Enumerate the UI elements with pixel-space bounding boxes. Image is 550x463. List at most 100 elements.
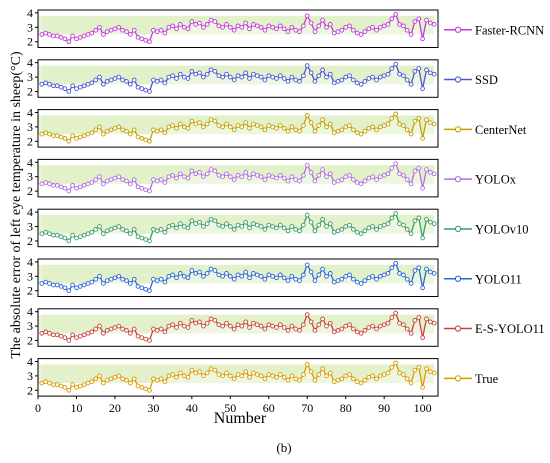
data-point	[385, 320, 391, 326]
data-point	[324, 373, 329, 379]
data-point	[124, 79, 129, 84]
data-point	[147, 39, 152, 45]
data-point	[397, 121, 402, 127]
data-point	[177, 320, 183, 326]
data-point	[251, 121, 256, 127]
data-point	[43, 279, 49, 285]
panel-frame	[37, 308, 439, 347]
data-point	[304, 113, 310, 118]
data-point	[89, 329, 95, 335]
band-lower	[41, 214, 435, 234]
data-point	[370, 124, 375, 130]
data-point	[193, 271, 199, 276]
data-point	[112, 374, 118, 380]
data-point	[54, 33, 60, 39]
data-point	[212, 19, 218, 24]
data-point	[289, 74, 295, 80]
data-point	[227, 174, 233, 180]
data-point	[408, 231, 414, 237]
data-point	[47, 81, 52, 87]
data-point	[162, 80, 168, 86]
data-point	[320, 67, 325, 73]
y-tick-label: 3	[27, 70, 33, 84]
data-point	[416, 16, 422, 22]
data-point	[247, 275, 252, 281]
data-point	[208, 167, 214, 172]
y-tick-label: 4	[27, 105, 33, 119]
data-point	[404, 326, 410, 332]
data-point	[212, 68, 218, 74]
data-point	[285, 29, 291, 34]
data-point	[166, 174, 172, 180]
data-point	[277, 123, 283, 128]
data-point	[420, 335, 425, 340]
data-point	[85, 330, 91, 336]
data-point	[239, 24, 245, 30]
legend-label: Faster-RCNN	[475, 23, 544, 37]
data-point	[43, 379, 49, 385]
data-point	[393, 260, 399, 266]
data-point	[197, 70, 202, 76]
data-point	[381, 73, 387, 79]
data-point	[193, 71, 199, 77]
data-point	[377, 273, 383, 279]
data-point	[289, 174, 295, 180]
data-point	[281, 26, 287, 32]
data-point	[147, 338, 152, 343]
data-point	[262, 376, 268, 382]
data-point	[266, 222, 272, 228]
data-point	[385, 22, 391, 27]
data-point	[158, 376, 164, 382]
data-point	[366, 175, 372, 181]
data-point	[177, 271, 183, 276]
data-point	[74, 285, 79, 291]
data-point	[108, 177, 114, 182]
data-point	[374, 276, 379, 282]
data-point	[385, 121, 391, 127]
x-tick-label: 70	[301, 401, 313, 415]
data-point	[143, 286, 149, 292]
data-point	[204, 221, 210, 226]
data-point	[58, 184, 64, 190]
data-point	[189, 118, 195, 124]
data-point	[297, 328, 302, 333]
data-point	[431, 221, 437, 226]
data-point	[66, 288, 72, 294]
band-lower	[41, 364, 435, 384]
data-point	[389, 165, 395, 171]
data-point	[331, 379, 337, 385]
data-point	[412, 367, 418, 373]
data-point	[51, 282, 56, 288]
data-point	[308, 319, 314, 325]
y-tick-label: 2	[27, 184, 33, 198]
data-point	[266, 272, 272, 278]
data-point	[216, 172, 222, 178]
data-point	[270, 124, 275, 130]
data-point	[327, 121, 333, 127]
data-point	[47, 380, 52, 386]
data-point	[139, 185, 145, 191]
band-lower	[41, 314, 435, 334]
data-point	[404, 227, 410, 232]
data-point	[85, 81, 91, 87]
data-point	[289, 373, 295, 379]
data-point	[416, 315, 422, 320]
data-point	[112, 225, 118, 231]
data-point	[231, 276, 237, 282]
data-point	[151, 276, 156, 282]
data-point	[177, 121, 183, 127]
data-point	[112, 275, 118, 281]
data-point	[224, 121, 229, 127]
data-point	[327, 22, 333, 27]
data-point	[127, 330, 133, 336]
data-point	[308, 269, 314, 275]
data-point	[85, 181, 91, 187]
legend-label: True	[475, 372, 499, 386]
data-point	[74, 36, 79, 42]
data-point	[424, 216, 429, 222]
data-point	[401, 172, 406, 178]
data-point	[424, 167, 429, 172]
data-point	[297, 278, 302, 283]
data-point	[239, 174, 245, 180]
y-tick-label: 3	[27, 369, 33, 383]
